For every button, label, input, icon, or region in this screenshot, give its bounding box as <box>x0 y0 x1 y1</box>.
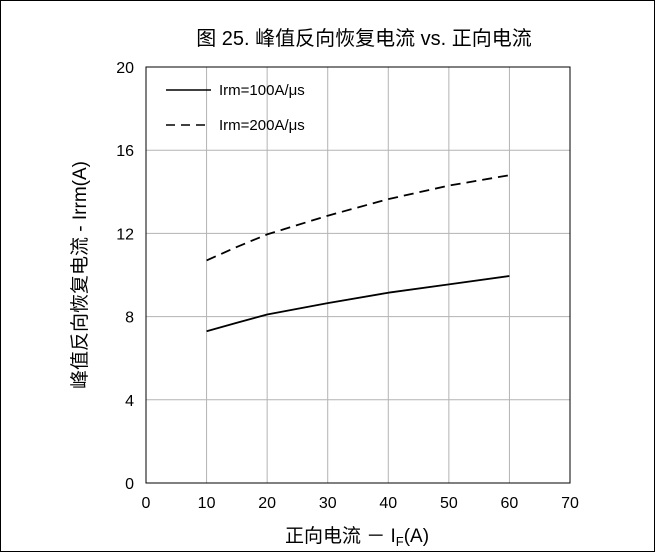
x-tick-label: 0 <box>142 495 151 512</box>
legend-label-series-2: Irm=200A/μs <box>219 117 305 134</box>
series-line-2 <box>206 174 510 262</box>
y-tick-label: 0 <box>125 476 134 493</box>
y-tick-label: 16 <box>116 143 134 160</box>
series-lines <box>206 174 510 333</box>
x-axis-label: 正向电流 － IF(A) <box>285 525 429 549</box>
y-tick-label: 12 <box>116 226 134 243</box>
x-tick-labels: 0 10 20 30 40 50 60 70 <box>142 495 579 512</box>
y-tick-labels: 0 4 8 12 16 20 <box>116 60 134 493</box>
x-tick-label: 10 <box>198 495 216 512</box>
y-axis-label: 峰值反向恢复电流 - Irrm(A) <box>69 161 91 389</box>
x-axis-label-subscript: F <box>396 534 404 549</box>
x-tick-label: 40 <box>379 495 397 512</box>
legend-label-series-1: Irm=100A/μs <box>219 82 305 99</box>
legend: Irm=100A/μs Irm=200A/μs <box>166 82 305 134</box>
x-axis-label-main: 正向电流 － I <box>285 525 396 547</box>
x-tick-label: 60 <box>501 495 519 512</box>
x-axis-label-unit: (A) <box>404 526 429 547</box>
x-tick-label: 30 <box>319 495 337 512</box>
x-tick-label: 20 <box>258 495 276 512</box>
chart-title: 图 25. 峰值反向恢复电流 vs. 正向电流 <box>196 27 532 50</box>
x-tick-label: 50 <box>440 495 458 512</box>
y-tick-label: 4 <box>125 393 134 410</box>
y-tick-label: 8 <box>125 310 134 327</box>
plot-area-border <box>145 66 571 484</box>
x-tick-label: 70 <box>561 495 579 512</box>
series-line-1 <box>206 275 510 333</box>
grid <box>146 67 570 483</box>
y-tick-label: 20 <box>116 60 134 77</box>
